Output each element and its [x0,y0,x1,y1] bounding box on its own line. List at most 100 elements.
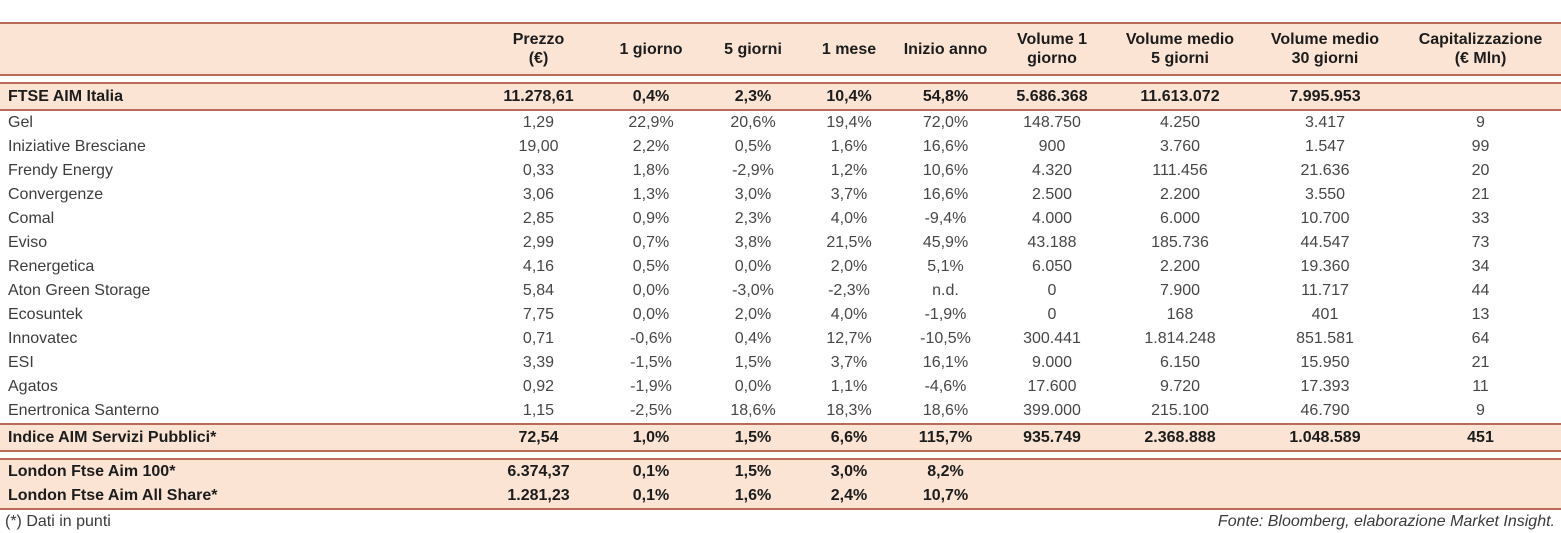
row-label: Iniziative Bresciane [8,138,146,156]
table-cell: 12,7% [826,330,872,348]
bottom-rule [0,508,1561,510]
table-cell: 2.200 [1159,258,1201,276]
table-cell: 0,5% [632,258,670,276]
table-cell: 11.613.072 [1140,87,1220,105]
divider [0,109,1561,111]
table-row: Indice AIM Servizi Pubblici* 72,54 1,0% 1,5… [0,425,1561,450]
table-cell: 99 [1471,138,1490,156]
table-cell: 4,0% [830,306,868,324]
column-header-line: 1 giorno [619,40,683,58]
table-cell: 17.393 [1300,378,1350,396]
column-header-line: 5 giorni [1151,50,1209,67]
table-cell: 7.995.953 [1289,87,1361,105]
table-cell: 0,0% [734,258,772,276]
table-cell: 11.717 [1301,282,1349,300]
table-cell: 0,0% [632,282,670,300]
table-cell: 46.790 [1300,402,1350,420]
table-cell: 19,00 [518,138,559,156]
table-cell: 6,6% [830,428,868,446]
table-cell: -1,9% [630,378,672,396]
table-cell: 9.000 [1031,354,1073,372]
row-label: Agatos [8,378,58,396]
table-cell: 115,7% [918,428,973,446]
row-label: Frendy Energy [8,162,113,180]
row-label: FTSE AIM Italia [8,87,123,105]
table-cell: 0,5% [734,138,772,156]
table-cell: 4.320 [1031,162,1073,180]
table-cell: 3.417 [1304,114,1346,132]
table-cell: 0,1% [632,487,670,505]
table-row: Frendy Energy 0,33 1,8% -2,9% 1,2% 10,6% 4.320… [0,159,1561,183]
table-row: London Ftse Aim All Share* 1.281,23 0,1% 1,… [0,484,1561,508]
table-cell: 3,7% [830,354,868,372]
london-rows-band: London Ftse Aim 100* 6.374,37 0,1% 1,5% 3,0%… [0,460,1561,508]
divider [0,458,1561,460]
table-cell: 54,8% [922,87,969,105]
table-cell: 2.368.888 [1144,428,1216,446]
table-row: ESI 3,39 -1,5% 1,5% 3,7% 16,1% 9.000 6.150 15.95… [0,351,1561,375]
table-cell: 1,3% [632,186,670,204]
table-cell: 2,3% [734,87,772,105]
row-label: Renergetica [8,258,95,276]
table-cell: 33 [1471,210,1490,228]
table-cell: 34 [1471,258,1490,276]
table-row: Eviso 2,99 0,7% 3,8% 21,5% 45,9% 43.188 185.736… [0,231,1561,255]
table-cell: 6.374,37 [507,463,570,481]
table-cell: 9 [1476,402,1485,420]
table-row: FTSE AIM Italia 11.278,61 0,4% 2,3% 10,4% 54,… [0,84,1561,109]
table-cell: 185.736 [1151,234,1209,252]
table-row: Comal 2,85 0,9% 2,3% 4,0% -9,4% 4.000 6.000 10.7… [0,207,1561,231]
table-header-row: Prezzo (€) 1 giorno 5 giorni 1 mese Inizio an… [0,24,1561,74]
table-cell: 900 [1038,138,1066,156]
table-cell: 9.720 [1159,378,1201,396]
column-header-line: (€ Mln) [1454,50,1507,67]
table-cell: 72,0% [922,114,969,132]
footnote: (*) Dati in punti [5,512,111,530]
table-cell: 1,5% [734,354,772,372]
column-header: 1 mese [801,40,897,59]
table-cell: 1,0% [632,428,670,446]
table-cell: 2.200 [1159,186,1201,204]
table-cell: 18,6% [922,402,969,420]
table-cell: 10,7% [922,487,969,505]
table-cell: 401 [1311,306,1339,324]
table-cell: 19,4% [826,114,872,132]
band-gap [0,452,1561,458]
row-label: ESI [8,354,34,372]
table-cell: 21,5% [826,234,872,252]
table-cell: 1.281,23 [507,487,570,505]
table-cell: 168 [1166,306,1194,324]
table-cell: 16,1% [922,354,969,372]
table-cell: 5,84 [522,282,555,300]
table-cell: 16,6% [922,138,969,156]
table-row: Ecosuntek 7,75 0,0% 2,0% 4,0% -1,9% 0 168 401 13 [0,303,1561,327]
table-cell: 10.700 [1300,210,1350,228]
row-label: Convergenze [8,186,104,204]
column-header: Inizio anno [897,40,994,59]
table-cell: 6.150 [1159,354,1201,372]
stock-rows: Gel 1,29 22,9% 20,6% 19,4% 72,0% 148.750 4.250 3… [0,111,1561,423]
table-cell: 2,99 [522,234,555,252]
table-cell: 45,9% [922,234,969,252]
band-gap [0,76,1561,82]
table-cell: 2,85 [522,210,555,228]
table-cell: 2,2% [632,138,670,156]
row-label: Innovatec [8,330,78,348]
sector-row-band: Indice AIM Servizi Pubblici* 72,54 1,0% 1,5… [0,425,1561,450]
table-cell: 16,6% [922,186,969,204]
table-cell: 11 [1472,378,1489,396]
table-cell: 19.360 [1300,258,1350,276]
row-label: London Ftse Aim 100* [8,463,176,481]
table-cell: 20,6% [730,114,776,132]
table-cell: 7,75 [522,306,555,324]
table-cell: 1.048.589 [1289,428,1361,446]
table-cell: 2,0% [734,306,772,324]
divider [0,74,1561,76]
table-cell: 111.456 [1152,162,1208,180]
table-cell: 0,33 [522,162,555,180]
table-row: London Ftse Aim 100* 6.374,37 0,1% 1,5% 3,0%… [0,460,1561,484]
table-cell: -9,4% [924,210,967,228]
divider [0,82,1561,84]
table-cell: 0,9% [632,210,670,228]
table-cell: 17.600 [1027,378,1077,396]
